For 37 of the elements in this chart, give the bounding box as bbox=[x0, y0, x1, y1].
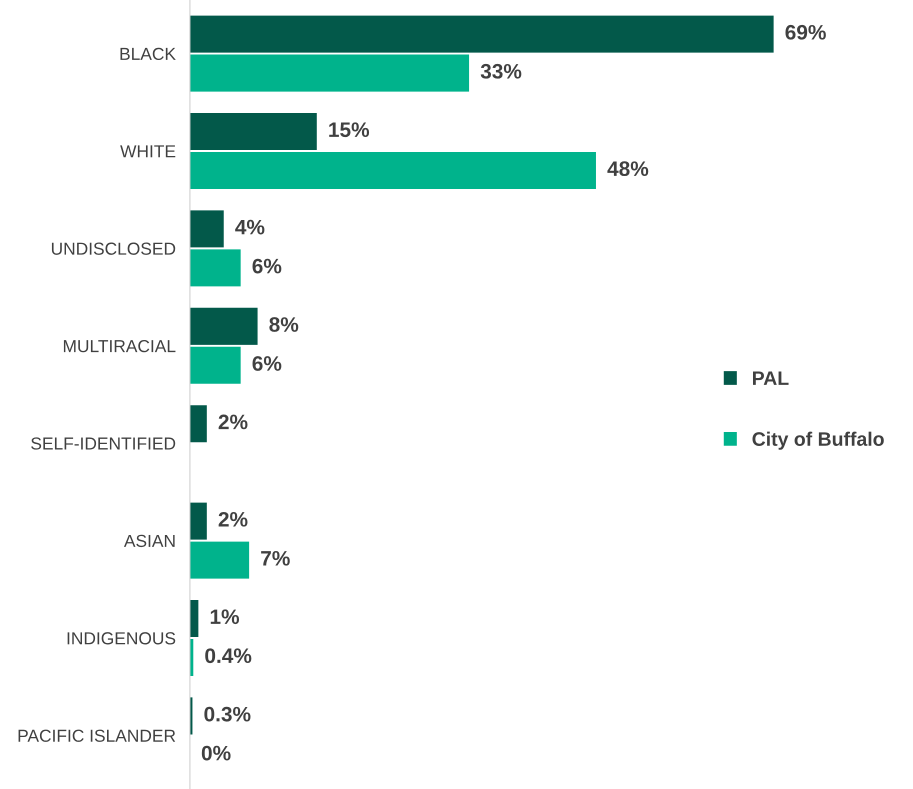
bar bbox=[190, 210, 224, 248]
bar bbox=[190, 16, 774, 53]
y-tick-label: ASIAN bbox=[124, 534, 175, 548]
data-label: 69% bbox=[786, 24, 826, 40]
bar bbox=[190, 54, 470, 92]
y-tick-label: MULTIRACIAL bbox=[64, 340, 176, 352]
legend-label: City of Buffalo bbox=[752, 432, 884, 450]
data-label: 6% bbox=[252, 356, 282, 371]
bar bbox=[190, 600, 198, 638]
y-tick-label: INDIGENOUS bbox=[68, 632, 176, 644]
y-tick-label: UNDISCLOSED bbox=[52, 242, 176, 255]
bar bbox=[190, 249, 241, 286]
bar bbox=[190, 405, 207, 442]
data-label: 7% bbox=[261, 550, 290, 566]
data-label: 8% bbox=[269, 317, 298, 332]
y-tick-label: BLACK bbox=[120, 48, 176, 60]
bar bbox=[190, 112, 317, 150]
bar bbox=[190, 502, 207, 540]
legend-label: PAL bbox=[753, 371, 789, 385]
data-label: 15% bbox=[329, 122, 370, 138]
data-label: 0.4% bbox=[205, 648, 252, 664]
y-tick-label: PACIFIC ISLANDER bbox=[18, 730, 176, 742]
data-label: 1% bbox=[210, 609, 240, 624]
bar bbox=[190, 308, 258, 345]
bar bbox=[190, 346, 241, 384]
data-label: 6% bbox=[252, 258, 282, 274]
data-label: 33% bbox=[480, 64, 522, 79]
data-label: 2% bbox=[218, 512, 248, 527]
y-tick-label: WHITE bbox=[120, 145, 176, 158]
y-tick-label: SELF-IDENTIFIED bbox=[31, 437, 176, 450]
bar bbox=[190, 542, 250, 579]
data-label: 0.3% bbox=[204, 706, 250, 722]
data-label: 48% bbox=[607, 161, 648, 176]
data-label: 0% bbox=[202, 746, 231, 760]
bar bbox=[190, 152, 596, 189]
data-label: 2% bbox=[218, 414, 248, 430]
data-label: 4% bbox=[235, 220, 264, 234]
